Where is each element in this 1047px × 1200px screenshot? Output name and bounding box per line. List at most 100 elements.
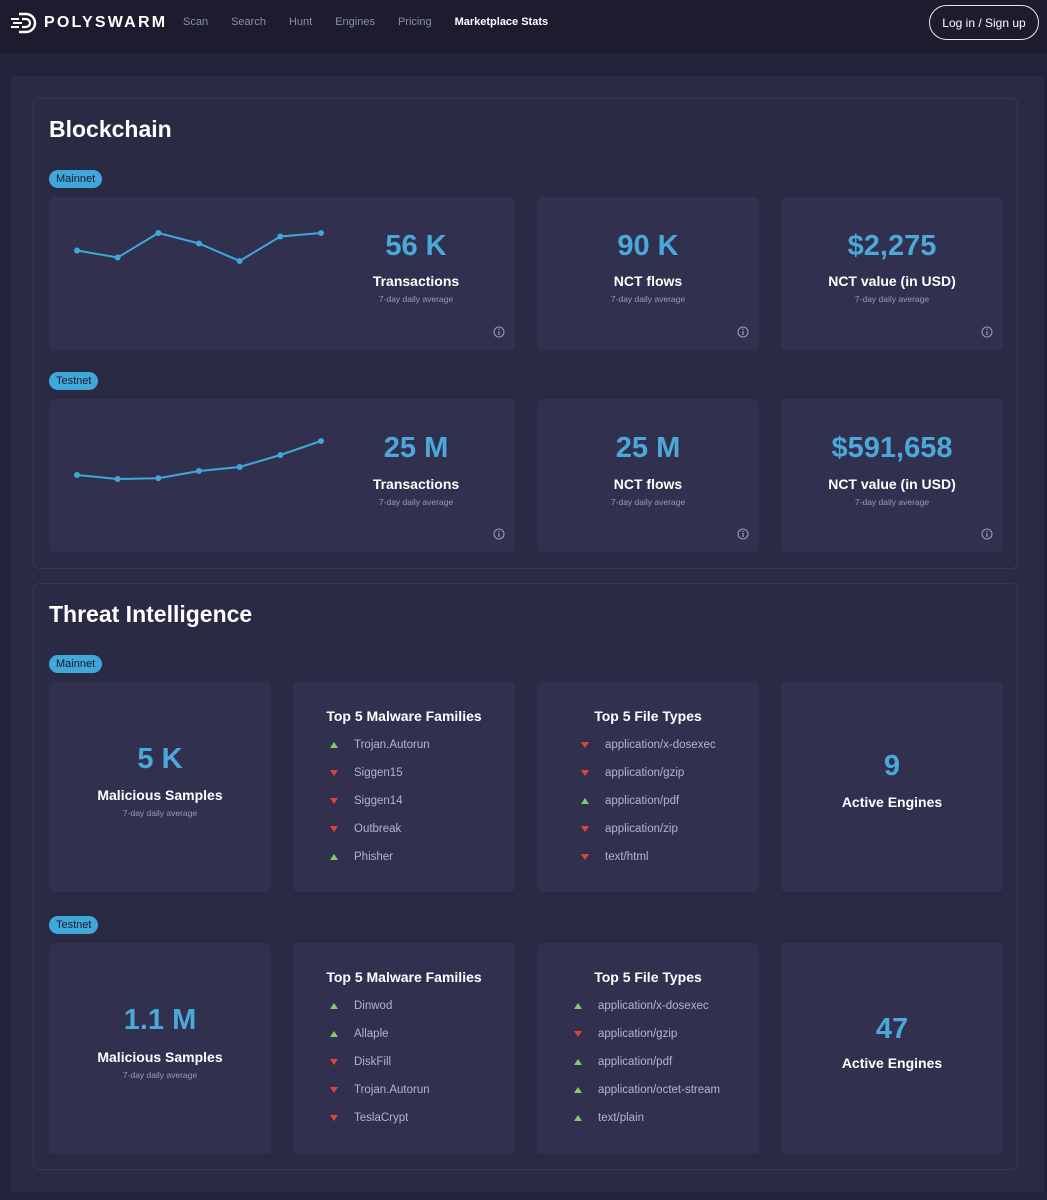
testnet-top-malware-families-card: Top 5 Malware Families Dinwod Allaple Disk… bbox=[293, 943, 515, 1154]
sparkline-point bbox=[74, 247, 80, 254]
list-item-label: application/pdf bbox=[598, 1056, 673, 1068]
testnet-top-file-types-card: Top 5 File Types application/x-dosexec ap… bbox=[537, 943, 759, 1154]
trend-down-icon bbox=[330, 770, 338, 776]
trend-up-icon bbox=[330, 742, 338, 748]
stat-value: $2,275 bbox=[847, 230, 937, 262]
section-title-blockchain: Blockchain bbox=[49, 116, 172, 142]
trend-down-icon bbox=[330, 1059, 338, 1065]
list-item-label: DiskFill bbox=[354, 1056, 392, 1068]
polyswarm-logo-icon bbox=[11, 12, 37, 34]
sparkline-point bbox=[114, 476, 121, 482]
stat-label: Active Engines bbox=[841, 1055, 943, 1071]
sparkline-point bbox=[114, 254, 121, 261]
list-item-label: TeslaCrypt bbox=[354, 1112, 409, 1124]
card-title: Top 5 Malware Families bbox=[326, 969, 482, 985]
stat-label: Transactions bbox=[372, 476, 460, 492]
list-item-label: application/zip bbox=[605, 823, 678, 835]
card-title: Top 5 Malware Families bbox=[326, 708, 482, 724]
card-title: Top 5 File Types bbox=[594, 708, 702, 724]
sparkline-point bbox=[318, 438, 324, 444]
testnet-nct-value-card: $591,658 NCT value (in USD) 7-day daily … bbox=[781, 399, 1003, 552]
sparkline-point bbox=[196, 240, 202, 247]
trend-up-icon bbox=[330, 1003, 338, 1009]
list-item-label: application/gzip bbox=[605, 767, 685, 779]
list-item-label: Outbreak bbox=[354, 823, 402, 835]
stat-label: NCT flows bbox=[613, 273, 683, 289]
list-item-label: Trojan.Autorun bbox=[354, 739, 430, 751]
stat-value: 25 M bbox=[383, 432, 449, 464]
list-item-label: Trojan.Autorun bbox=[354, 1084, 430, 1096]
list-item-label: application/gzip bbox=[598, 1028, 678, 1040]
testnet-nct-flows-card: 25 M NCT flows 7-day daily average bbox=[537, 399, 759, 552]
trend-down-icon bbox=[581, 742, 589, 748]
info-icon[interactable] bbox=[493, 326, 505, 338]
list-item: Dinwod bbox=[330, 1000, 392, 1012]
blockchain-section: Blockchain Mainnet 56 K Transactions 7-d… bbox=[33, 98, 1018, 569]
trend-down-icon bbox=[581, 826, 589, 832]
sparkline-point bbox=[74, 472, 80, 478]
trend-down-icon bbox=[581, 770, 589, 776]
mainnet-top-file-types-card: Top 5 File Types application/x-dosexec ap… bbox=[537, 682, 759, 892]
brand-name: POLYSWARM bbox=[44, 14, 168, 31]
mainnet-badge: Mainnet bbox=[49, 655, 103, 673]
nav-hunt[interactable]: Hunt bbox=[288, 16, 313, 28]
sparkline-point bbox=[236, 258, 243, 264]
list-item: application/x-dosexec bbox=[574, 1000, 709, 1012]
stat-value: $591,658 bbox=[831, 432, 953, 464]
trend-up-icon bbox=[581, 798, 589, 804]
nav-search[interactable]: Search bbox=[231, 16, 266, 28]
nav-pricing[interactable]: Pricing bbox=[397, 16, 432, 28]
stat-value: 56 K bbox=[385, 230, 447, 262]
trend-down-icon bbox=[330, 826, 338, 832]
stat-subtitle: 7-day daily average bbox=[854, 497, 930, 507]
testnet-badge: Testnet bbox=[49, 916, 99, 934]
list-item-label: Allaple bbox=[354, 1028, 389, 1040]
info-icon[interactable] bbox=[737, 326, 749, 338]
trend-up-icon bbox=[330, 1031, 338, 1037]
login-signup-button[interactable]: Log in / Sign up bbox=[929, 5, 1039, 40]
trend-down-icon bbox=[581, 854, 589, 860]
sparkline-point bbox=[196, 468, 202, 474]
list-item: application/gzip bbox=[581, 767, 684, 779]
info-icon[interactable] bbox=[981, 528, 993, 540]
list-item-label: text/plain bbox=[598, 1112, 645, 1124]
brand-logo[interactable]: POLYSWARM bbox=[10, 10, 167, 36]
trend-down-icon bbox=[330, 798, 338, 804]
trend-up-icon bbox=[574, 1059, 582, 1065]
list-item: application/pdf bbox=[574, 1056, 672, 1068]
list-item-label: Siggen14 bbox=[354, 795, 403, 807]
list-item: text/plain bbox=[574, 1112, 644, 1124]
list-item: Siggen15 bbox=[330, 767, 403, 779]
stat-subtitle: 7-day daily average bbox=[854, 294, 930, 304]
nav-marketplace-stats[interactable]: Marketplace Stats bbox=[454, 16, 549, 28]
stat-value: 1.1 M bbox=[123, 1004, 197, 1036]
list-item: application/x-dosexec bbox=[581, 739, 716, 751]
mainnet-transactions-sparkline bbox=[74, 230, 324, 264]
list-item-label: application/x-dosexec bbox=[598, 1000, 709, 1012]
info-icon[interactable] bbox=[981, 326, 993, 338]
testnet-active-engines-card: 47 Active Engines bbox=[781, 943, 1003, 1154]
info-icon[interactable] bbox=[493, 528, 505, 540]
stat-subtitle: 7-day daily average bbox=[122, 808, 198, 818]
nav-scan[interactable]: Scan bbox=[183, 16, 209, 28]
list-item-label: application/octet-stream bbox=[598, 1084, 721, 1096]
stat-value: 90 K bbox=[617, 230, 679, 262]
list-item: TeslaCrypt bbox=[330, 1112, 408, 1124]
mainnet-nct-value-card: $2,275 NCT value (in USD) 7-day daily av… bbox=[781, 197, 1003, 350]
trend-up-icon bbox=[574, 1087, 582, 1093]
info-icon[interactable] bbox=[737, 528, 749, 540]
stat-label: Transactions bbox=[372, 273, 460, 289]
stat-subtitle: 7-day daily average bbox=[610, 294, 686, 304]
sparkline-point bbox=[155, 475, 162, 482]
list-item-label: Siggen15 bbox=[354, 767, 403, 779]
list-item-label: text/html bbox=[605, 851, 649, 863]
nav-engines[interactable]: Engines bbox=[335, 16, 375, 28]
mainnet-transactions-card: 56 K Transactions 7-day daily average bbox=[49, 197, 515, 350]
list-item: DiskFill bbox=[330, 1056, 391, 1068]
testnet-transactions-card: 25 M Transactions 7-day daily average bbox=[49, 399, 515, 552]
testnet-transactions-sparkline bbox=[74, 438, 324, 482]
stat-label: NCT flows bbox=[613, 476, 683, 492]
stat-value: 9 bbox=[883, 750, 901, 782]
mainnet-nct-flows-card: 90 K NCT flows 7-day daily average bbox=[537, 197, 759, 350]
stat-value: 25 M bbox=[615, 432, 681, 464]
